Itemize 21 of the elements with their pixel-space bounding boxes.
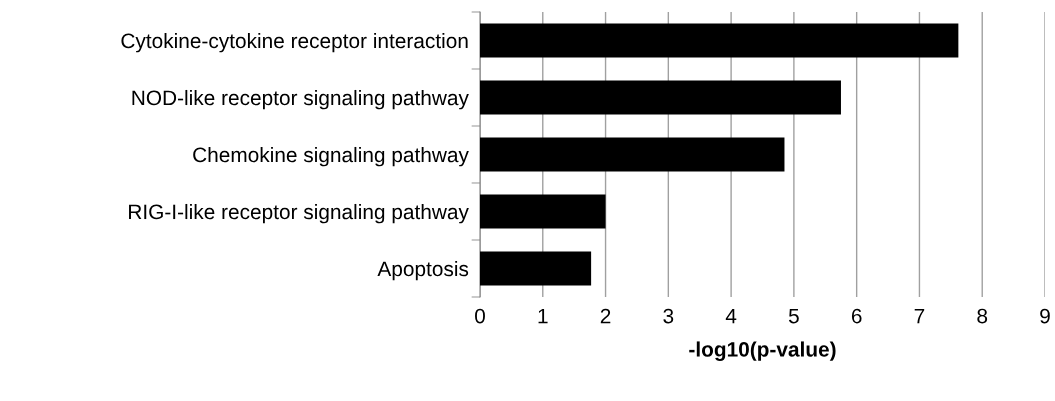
y-tick-label: RIG-I-like receptor signaling pathway bbox=[129, 203, 469, 224]
x-tick-label: 8 bbox=[977, 308, 988, 324]
x-tick-label: 1 bbox=[538, 308, 548, 324]
x-tick-label: 9 bbox=[1040, 308, 1050, 324]
x-tick-label: 2 bbox=[600, 308, 611, 324]
bar bbox=[480, 194, 606, 229]
x-tick-label: 7 bbox=[914, 308, 925, 324]
x-tick-label: 5 bbox=[788, 308, 799, 324]
bar bbox=[480, 23, 959, 58]
x-axis-title: -log10(p-value) bbox=[689, 341, 836, 361]
bar bbox=[480, 251, 592, 286]
y-tick-label: Cytokine-cytokine receptor interaction bbox=[121, 32, 468, 53]
y-tick-label: Chemokine signaling pathway bbox=[193, 146, 469, 167]
x-tick-label: 3 bbox=[663, 308, 674, 324]
x-tick-label: 4 bbox=[725, 308, 737, 324]
bar bbox=[480, 137, 785, 172]
bar bbox=[480, 80, 841, 115]
x-tick-label: 6 bbox=[851, 308, 862, 324]
x-tick-label: 0 bbox=[475, 308, 485, 324]
y-tick-label: NOD-like receptor signaling pathway bbox=[132, 89, 469, 110]
y-tick-label: Apoptosis bbox=[377, 260, 469, 281]
